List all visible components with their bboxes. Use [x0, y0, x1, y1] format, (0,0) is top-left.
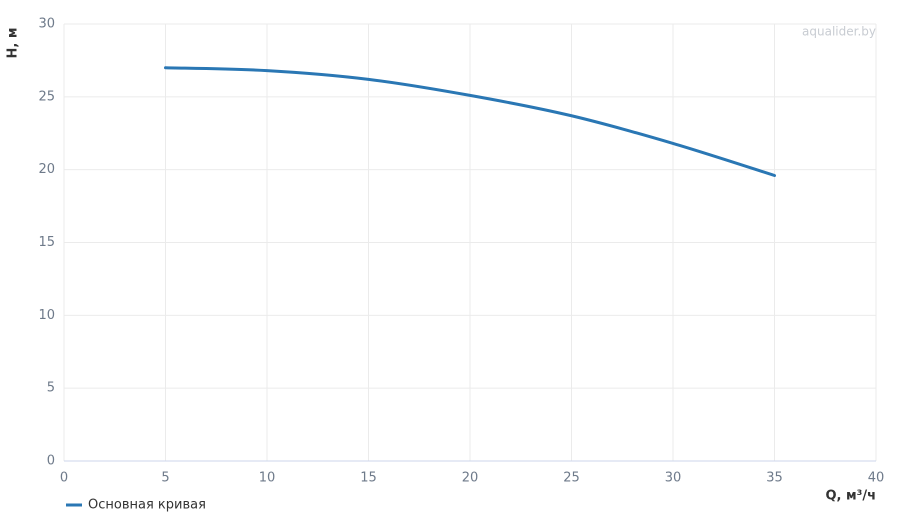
watermark: aqualider.by: [802, 25, 876, 39]
x-tick-label: 40: [868, 471, 885, 486]
x-tick-label: 35: [766, 471, 783, 486]
x-tick-label: 0: [60, 471, 68, 486]
legend-label[interactable]: Основная кривая: [88, 498, 206, 513]
y-tick-label: 25: [38, 89, 55, 104]
y-tick-label: 0: [47, 454, 55, 469]
y-axis-title: H, м: [6, 28, 21, 59]
x-tick-label: 30: [665, 471, 682, 486]
y-tick-label: 15: [38, 235, 55, 250]
y-tick-label: 30: [38, 17, 55, 32]
x-axis-title: Q, м³/ч: [825, 489, 876, 504]
x-tick-label: 25: [563, 471, 580, 486]
x-tick-label: 5: [161, 471, 169, 486]
series-line: [164, 66, 776, 177]
y-tick-label: 5: [47, 381, 55, 396]
x-tick-label: 20: [462, 471, 479, 486]
y-tick-label: 10: [38, 308, 55, 323]
x-tick-label: 15: [360, 471, 377, 486]
y-tick-label: 20: [38, 162, 55, 177]
x-tick-label: 10: [259, 471, 276, 486]
